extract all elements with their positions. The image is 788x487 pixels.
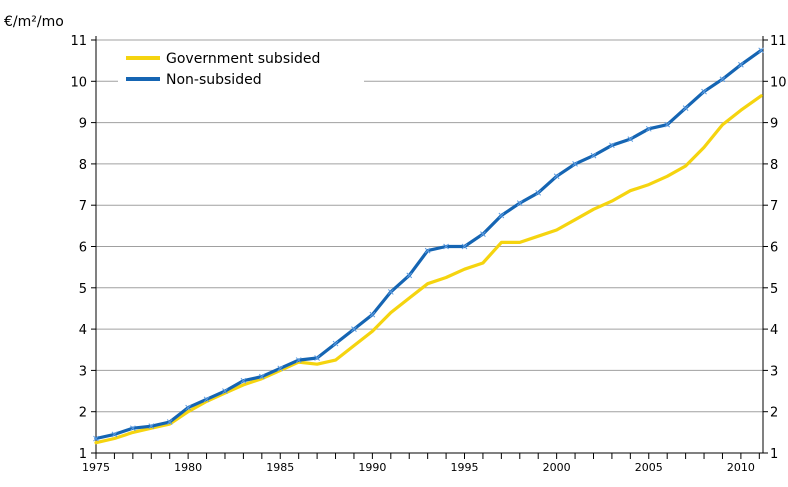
series-lines bbox=[93, 47, 765, 445]
x-tick-label: 1980 bbox=[174, 461, 202, 474]
y-tick-label-right: 2 bbox=[770, 406, 778, 421]
y-tick-label-left: 8 bbox=[79, 158, 87, 173]
data-point-marker bbox=[295, 357, 302, 363]
y-tick-label-right: 4 bbox=[770, 323, 778, 338]
data-point-marker bbox=[129, 425, 136, 432]
y-tick-label-right: 9 bbox=[770, 117, 778, 132]
data-point-marker bbox=[664, 121, 671, 128]
y-tick-label-right: 1 bbox=[770, 447, 778, 462]
data-point-marker bbox=[148, 423, 155, 430]
data-point-marker bbox=[682, 105, 689, 111]
y-tick-label-right: 3 bbox=[770, 364, 778, 379]
data-point-marker bbox=[443, 243, 449, 250]
y-tick-label-left: 1 bbox=[79, 447, 87, 462]
data-point-marker bbox=[387, 289, 394, 295]
series-line-0 bbox=[94, 94, 763, 445]
x-tick-label: 1995 bbox=[451, 461, 479, 474]
data-point-marker bbox=[553, 173, 560, 180]
y-tick-label-right: 11 bbox=[770, 34, 787, 49]
data-point-marker bbox=[758, 47, 765, 54]
y-tick-label-right: 10 bbox=[770, 75, 787, 90]
data-point-marker bbox=[351, 326, 357, 332]
data-point-marker bbox=[424, 247, 431, 254]
y-tick-label-left: 10 bbox=[70, 75, 87, 90]
data-point-marker bbox=[369, 311, 376, 318]
x-tick-label: 2000 bbox=[543, 461, 571, 474]
data-point-marker bbox=[701, 88, 707, 95]
data-point-marker bbox=[93, 435, 99, 442]
data-point-marker bbox=[314, 355, 320, 361]
x-tick-label: 2005 bbox=[635, 461, 663, 474]
data-point-marker bbox=[461, 243, 468, 250]
y-axis-right-ticks: 1 2 3 4 5 6 7 8 9 10 11 bbox=[763, 34, 787, 462]
y-tick-label-right: 6 bbox=[770, 241, 778, 256]
y-tick-label-left: 9 bbox=[79, 117, 87, 132]
y-tick-label-right: 5 bbox=[770, 282, 778, 297]
data-point-marker bbox=[203, 396, 210, 403]
data-point-marker bbox=[240, 377, 247, 384]
data-point-marker bbox=[332, 340, 339, 347]
data-point-marker bbox=[277, 365, 284, 372]
data-point-marker bbox=[222, 388, 228, 394]
y-tick-label-left: 3 bbox=[79, 364, 87, 379]
y-tick-label-left: 5 bbox=[79, 282, 87, 297]
x-tick-label: 1985 bbox=[266, 461, 294, 474]
axes bbox=[95, 36, 764, 454]
y-tick-label-right: 7 bbox=[770, 199, 778, 214]
data-point-marker bbox=[111, 431, 118, 438]
data-point-marker bbox=[258, 373, 265, 380]
data-point-marker bbox=[185, 404, 191, 411]
x-axis-ticks: 1975 1980 1985 1990 1995 2000 2005 2010 bbox=[82, 453, 760, 474]
y-tick-label-left: 11 bbox=[70, 34, 87, 49]
x-tick-label: 1975 bbox=[82, 461, 110, 474]
data-point-marker bbox=[609, 142, 615, 149]
legend-label-0: Government subsided bbox=[166, 51, 320, 67]
data-point-marker bbox=[645, 125, 652, 132]
y-tick-label-left: 2 bbox=[79, 406, 87, 421]
legend-label-1: Non-subsided bbox=[166, 72, 262, 88]
series-line-1 bbox=[94, 48, 763, 441]
grid-lines bbox=[96, 39, 763, 413]
data-point-marker bbox=[572, 161, 578, 167]
y-tick-label-left: 4 bbox=[79, 323, 87, 338]
data-point-marker bbox=[535, 189, 542, 196]
x-tick-label: 1990 bbox=[358, 461, 386, 474]
x-tick-label: 2010 bbox=[727, 461, 755, 474]
data-point-marker bbox=[627, 136, 634, 142]
y-axis-left-ticks: 1 2 3 4 5 6 7 8 9 10 11 bbox=[70, 34, 96, 462]
y-tick-label-left: 7 bbox=[79, 199, 87, 214]
legend-background bbox=[118, 44, 364, 90]
data-point-marker bbox=[590, 152, 597, 159]
legend: Government subsided Non-subsided bbox=[118, 44, 364, 90]
data-point-marker bbox=[498, 212, 505, 219]
y-tick-label-left: 6 bbox=[79, 241, 87, 256]
data-point-marker bbox=[516, 200, 523, 206]
data-point-marker bbox=[166, 419, 173, 425]
data-point-marker bbox=[406, 272, 413, 279]
y-axis-unit-label: €/m²/mo bbox=[4, 14, 64, 30]
data-point-marker bbox=[719, 76, 726, 83]
y-tick-label-right: 8 bbox=[770, 158, 778, 173]
data-point-marker bbox=[738, 61, 744, 68]
data-point-marker bbox=[480, 231, 486, 237]
